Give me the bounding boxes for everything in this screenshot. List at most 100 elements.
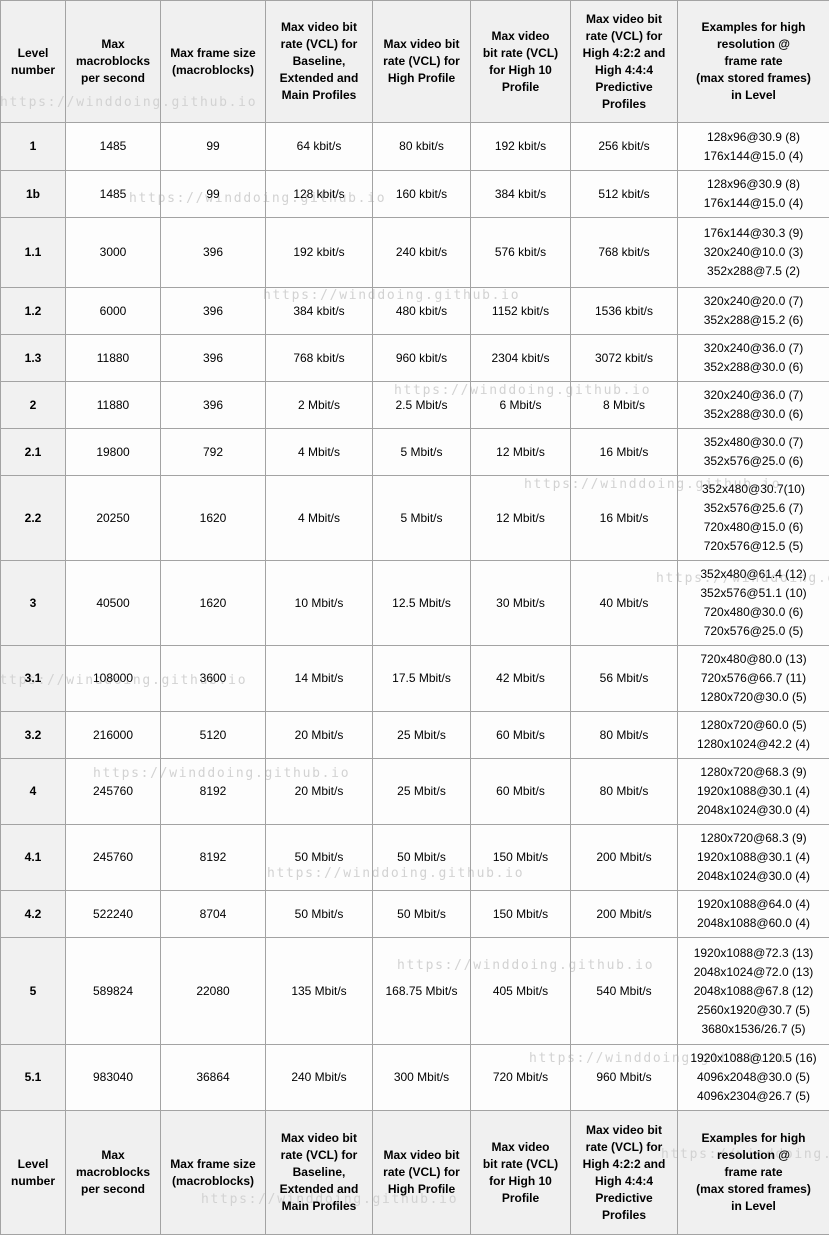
cell-max-macroblocks: 19800: [66, 429, 161, 476]
cell-examples: 320x240@36.0 (7) 352x288@30.0 (6): [678, 335, 829, 382]
cell-vcl-high10: 12 Mbit/s: [471, 476, 571, 561]
cell-vcl-high422-444: 960 Mbit/s: [571, 1045, 678, 1111]
cell-vcl-high: 5 Mbit/s: [373, 476, 471, 561]
cell-max-frame-size: 22080: [161, 938, 266, 1045]
cell-examples: 1920x1088@72.3 (13) 2048x1024@72.0 (13) …: [678, 938, 829, 1045]
cell-vcl-high10: 576 kbit/s: [471, 218, 571, 288]
column-header-examples: Examples for high resolution @ frame rat…: [678, 1, 829, 123]
column-footer-vcl-high: Max video bit rate (VCL) for High Profil…: [373, 1111, 471, 1235]
cell-max-frame-size: 5120: [161, 712, 266, 759]
cell-vcl-baseline: 240 Mbit/s: [266, 1045, 373, 1111]
column-footer-examples: Examples for high resolution @ frame rat…: [678, 1111, 829, 1235]
cell-level-number: 2: [1, 382, 66, 429]
cell-vcl-high10: 12 Mbit/s: [471, 429, 571, 476]
cell-vcl-high: 960 kbit/s: [373, 335, 471, 382]
cell-vcl-high422-444: 16 Mbit/s: [571, 429, 678, 476]
cell-max-frame-size: 3600: [161, 646, 266, 712]
column-footer-level-number: Level number: [1, 1111, 66, 1235]
cell-max-macroblocks: 11880: [66, 335, 161, 382]
column-header-vcl-baseline: Max video bit rate (VCL) for Baseline, E…: [266, 1, 373, 123]
cell-max-frame-size: 99: [161, 171, 266, 218]
cell-max-frame-size: 8704: [161, 891, 266, 938]
column-footer-max-macroblocks: Max macroblocks per second: [66, 1111, 161, 1235]
column-footer-vcl-high422-444: Max video bit rate (VCL) for High 4:2:2 …: [571, 1111, 678, 1235]
cell-vcl-baseline: 20 Mbit/s: [266, 712, 373, 759]
cell-max-macroblocks: 20250: [66, 476, 161, 561]
column-footer-max-frame-size: Max frame size (macroblocks): [161, 1111, 266, 1235]
cell-max-macroblocks: 108000: [66, 646, 161, 712]
cell-level-number: 2.2: [1, 476, 66, 561]
cell-vcl-high10: 150 Mbit/s: [471, 825, 571, 891]
cell-vcl-high: 80 kbit/s: [373, 123, 471, 171]
cell-vcl-high10: 30 Mbit/s: [471, 561, 571, 646]
table-header-row: Level number Max macroblocks per second …: [1, 1, 829, 123]
cell-vcl-high10: 192 kbit/s: [471, 123, 571, 171]
cell-max-macroblocks: 983040: [66, 1045, 161, 1111]
cell-vcl-high10: 384 kbit/s: [471, 171, 571, 218]
cell-vcl-high422-444: 40 Mbit/s: [571, 561, 678, 646]
cell-vcl-baseline: 50 Mbit/s: [266, 825, 373, 891]
cell-vcl-high: 240 kbit/s: [373, 218, 471, 288]
cell-vcl-baseline: 384 kbit/s: [266, 288, 373, 335]
column-footer-vcl-high10: Max video bit rate (VCL) for High 10 Pro…: [471, 1111, 571, 1235]
cell-vcl-high: 50 Mbit/s: [373, 825, 471, 891]
cell-vcl-high422-444: 80 Mbit/s: [571, 712, 678, 759]
cell-max-frame-size: 1620: [161, 561, 266, 646]
cell-max-macroblocks: 40500: [66, 561, 161, 646]
cell-max-macroblocks: 522240: [66, 891, 161, 938]
cell-level-number: 4.2: [1, 891, 66, 938]
column-header-max-macroblocks: Max macroblocks per second: [66, 1, 161, 123]
cell-level-number: 1b: [1, 171, 66, 218]
column-header-vcl-high422-444: Max video bit rate (VCL) for High 4:2:2 …: [571, 1, 678, 123]
cell-examples: 1280x720@68.3 (9) 1920x1088@30.1 (4) 204…: [678, 825, 829, 891]
cell-level-number: 4: [1, 759, 66, 825]
cell-vcl-high: 12.5 Mbit/s: [373, 561, 471, 646]
cell-vcl-high: 300 Mbit/s: [373, 1045, 471, 1111]
cell-vcl-high422-444: 8 Mbit/s: [571, 382, 678, 429]
cell-vcl-baseline: 50 Mbit/s: [266, 891, 373, 938]
cell-vcl-high10: 2304 kbit/s: [471, 335, 571, 382]
cell-examples: 1280x720@68.3 (9) 1920x1088@30.1 (4) 204…: [678, 759, 829, 825]
cell-vcl-baseline: 128 kbit/s: [266, 171, 373, 218]
cell-vcl-baseline: 768 kbit/s: [266, 335, 373, 382]
cell-examples: 1280x720@60.0 (5) 1280x1024@42.2 (4): [678, 712, 829, 759]
cell-vcl-high422-444: 256 kbit/s: [571, 123, 678, 171]
cell-max-frame-size: 396: [161, 288, 266, 335]
cell-vcl-high: 2.5 Mbit/s: [373, 382, 471, 429]
column-header-level-number: Level number: [1, 1, 66, 123]
cell-vcl-high10: 720 Mbit/s: [471, 1045, 571, 1111]
cell-max-macroblocks: 1485: [66, 171, 161, 218]
cell-vcl-high10: 405 Mbit/s: [471, 938, 571, 1045]
cell-max-frame-size: 396: [161, 218, 266, 288]
cell-vcl-high422-444: 512 kbit/s: [571, 171, 678, 218]
cell-vcl-baseline: 4 Mbit/s: [266, 429, 373, 476]
cell-max-macroblocks: 216000: [66, 712, 161, 759]
cell-max-macroblocks: 589824: [66, 938, 161, 1045]
cell-vcl-high: 168.75 Mbit/s: [373, 938, 471, 1045]
cell-vcl-high422-444: 80 Mbit/s: [571, 759, 678, 825]
cell-vcl-baseline: 4 Mbit/s: [266, 476, 373, 561]
cell-examples: 320x240@20.0 (7) 352x288@15.2 (6): [678, 288, 829, 335]
cell-max-frame-size: 8192: [161, 759, 266, 825]
cell-max-frame-size: 8192: [161, 825, 266, 891]
cell-vcl-baseline: 10 Mbit/s: [266, 561, 373, 646]
cell-level-number: 1: [1, 123, 66, 171]
cell-vcl-high422-444: 200 Mbit/s: [571, 825, 678, 891]
cell-examples: 128x96@30.9 (8) 176x144@15.0 (4): [678, 171, 829, 218]
cell-vcl-high10: 150 Mbit/s: [471, 891, 571, 938]
cell-max-macroblocks: 245760: [66, 825, 161, 891]
cell-max-macroblocks: 3000: [66, 218, 161, 288]
cell-vcl-high422-444: 200 Mbit/s: [571, 891, 678, 938]
cell-vcl-baseline: 135 Mbit/s: [266, 938, 373, 1045]
cell-level-number: 1.2: [1, 288, 66, 335]
cell-vcl-baseline: 20 Mbit/s: [266, 759, 373, 825]
